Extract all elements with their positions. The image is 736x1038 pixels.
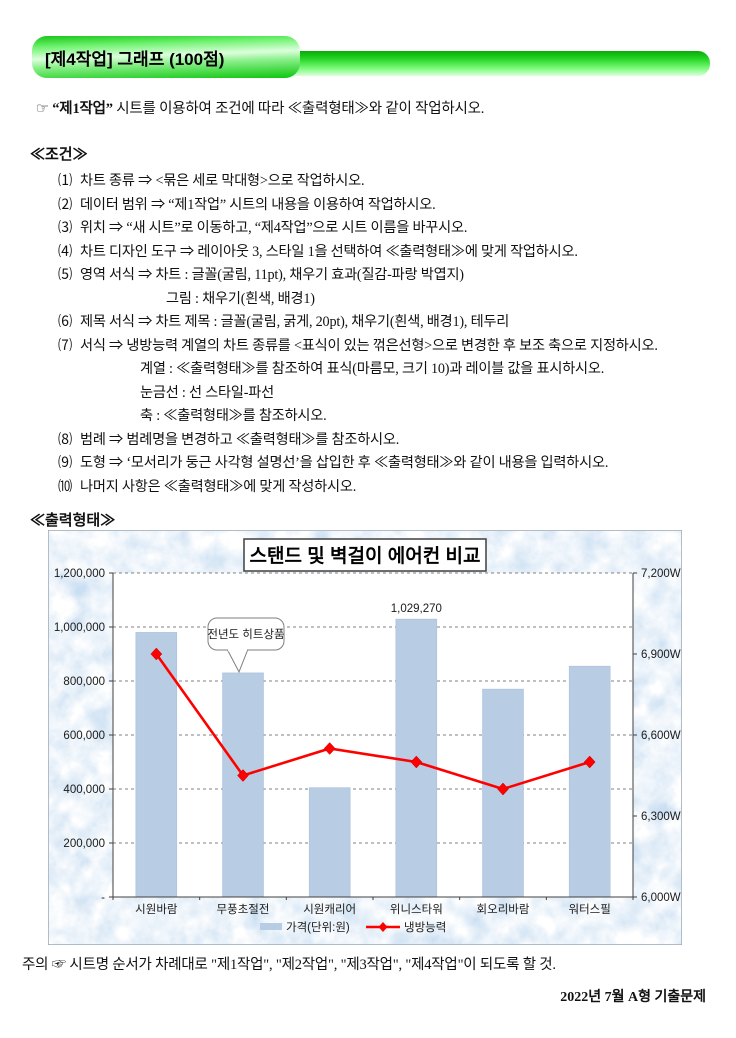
secondary-axis-label: 6,900W [641, 649, 681, 661]
condition-number: ⑴ [58, 173, 72, 189]
primary-axis-label: 1,000,000 [54, 622, 105, 634]
chart-svg: - 200,000 400,000 600,000 800,000 1,000,000 1,… [48, 530, 682, 945]
condition-text: 영역 서식 ⇒ 차트 : 글꼴(굴림, 11pt), 채우기 효과(질감-파랑 … [80, 267, 464, 283]
primary-axis-label: 600,000 [63, 730, 105, 742]
condition-item: ⑶ 위치 ⇒ “새 시트”로 이동하고, “제4작업”으로 시트 이름을 바꾸시오… [30, 217, 722, 241]
condition-text: 서식 ⇒ 냉방능력 계열의 차트 종류를 <표식이 있는 꺾은선형>으로 변경한… [80, 337, 658, 354]
condition-number: ⑷ [58, 243, 72, 260]
bar-2 [308, 787, 351, 898]
condition-number: ⑹ [58, 314, 72, 330]
secondary-axis-label: 6,300W [641, 811, 681, 823]
category-label-3: 위니스타워 [390, 903, 443, 916]
section-title: [제4작업] 그래프 (100점) [45, 49, 225, 69]
conditions-heading: ≪조건≫ [30, 147, 88, 163]
primary-axis-label: 1,200,000 [54, 568, 105, 580]
condition-item: ⑻ 범례 ⇒ 범례명을 변경하고 ≪출력형태≫를 참조하시오. [30, 429, 722, 453]
condition-text: 제목 서식 ⇒ 차트 제목 : 글꼴(굴림, 굵게, 20pt), 채우기(흰색… [80, 314, 510, 330]
condition-item: ⑽ 나머지 사항은 ≪출력형태≫에 맞게 작성하시오. [30, 476, 722, 500]
legend-line-label: 냉방능력 [404, 921, 446, 934]
condition-item: ⑴ 차트 종류 ⇒ <묶은 세로 막대형>으로 작업하시오. [30, 170, 722, 194]
category-label-5: 워터스필 [569, 903, 611, 916]
condition-text: 위치 ⇒ “새 시트”로 이동하고, “제4작업”으로 시트 이름을 바꾸시오. [80, 220, 468, 236]
secondary-axis-label: 7,200W [641, 568, 681, 580]
bar-data-label: 1,029,270 [391, 603, 442, 615]
conditions-list: ⑴ 차트 종류 ⇒ <묶은 세로 막대형>으로 작업하시오. ⑵ 데이터 범위 ⇒ “… [30, 170, 722, 499]
condition-item: 눈금선 : 선 스타일-파선 [30, 382, 722, 406]
condition-text: 눈금선 : 선 스타일-파선 [140, 384, 274, 401]
section-header: [제4작업] 그래프 (100점) [32, 36, 710, 78]
line-marker-2 [323, 742, 336, 755]
callout-text: 전년도 히트상품 [207, 627, 284, 641]
exam-source-label: 2022년 7월 A형 기출문제 [560, 990, 706, 1005]
condition-number: ⑼ [58, 455, 72, 471]
notice-line: 주의 ☞ 시트명 순서가 차례대로 "제1작업", "제2작업", "제3작업"… [22, 957, 556, 973]
condition-number: ⑸ [58, 267, 72, 283]
category-label-1: 무풍초절전 [217, 902, 270, 916]
line-marker-0 [150, 647, 163, 661]
chart: - 200,000 400,000 600,000 800,000 1,000,000 1,… [48, 530, 682, 945]
instruction-text: 시트를 이용하여 조건에 따라 ≪출력형태≫와 같이 작업하시오. [112, 101, 485, 117]
condition-item: ⑺ 서식 ⇒ 냉방능력 계열의 차트 종류를 <표식이 있는 꺾은선형>으로 변경… [30, 335, 722, 359]
line-series [155, 653, 591, 791]
condition-number: ⑽ [58, 478, 72, 495]
pointer-hand-icon: ☞ [36, 101, 49, 117]
legend-bar-swatch [260, 923, 282, 930]
condition-item: 계열 : ≪출력형태≫를 참조하여 표식(마름모, 크기 10)과 레이블 값을… [30, 358, 722, 382]
chart-title-box [243, 538, 487, 572]
section-header-tail-bar [272, 51, 710, 76]
bar-5 [568, 665, 611, 898]
condition-text: 축 : ≪출력형태≫를 참조하시오. [140, 408, 327, 424]
line-marker-3 [410, 755, 423, 769]
primary-axis-label: - [101, 892, 105, 904]
condition-item: ⑸ 영역 서식 ⇒ 차트 : 글꼴(굴림, 11pt), 채우기 효과(질감-파랑… [30, 264, 722, 288]
secondary-axis-label: 6,000W [641, 892, 681, 904]
condition-number: ⑺ [58, 337, 72, 354]
output-form-heading: ≪출력형태≫ [30, 513, 116, 529]
primary-axis-label: 200,000 [63, 838, 105, 850]
condition-text: 그림 : 채우기(흰색, 배경1) [166, 290, 315, 307]
category-label-0: 시원바람 [135, 902, 178, 916]
condition-text: 데이터 범위 ⇒ “제1작업” 시트의 내용을 이용하여 작업하시오. [80, 196, 436, 213]
condition-number: ⑻ [58, 431, 72, 448]
primary-axis-label: 800,000 [63, 676, 105, 688]
category-label-2: 시원캐리어 [303, 902, 356, 916]
category-label-4: 회오리바람 [477, 903, 530, 916]
legend-bar-label: 가격(단위:원) [286, 920, 350, 934]
line-marker-4 [497, 782, 509, 796]
instruction-sheet-name: “제1작업” [52, 101, 113, 117]
condition-item: ⑼ 도형 ⇒ ‘모서리가 둥근 사각형 설명선’을 삽입한 후 ≪출력형태≫와 같… [30, 452, 722, 476]
condition-item: ⑵ 데이터 범위 ⇒ “제1작업” 시트의 내용을 이용하여 작업하시오. [30, 194, 722, 218]
condition-number: ⑶ [58, 220, 72, 236]
secondary-axis-label: 6,600W [641, 730, 681, 742]
condition-text: 도형 ⇒ ‘모서리가 둥근 사각형 설명선’을 삽입한 후 ≪출력형태≫와 같이… [80, 455, 609, 471]
condition-item: 축 : ≪출력형태≫를 참조하시오. [30, 405, 722, 429]
section-header-box: [제4작업] 그래프 (100점) [32, 36, 300, 78]
condition-number: ⑵ [58, 196, 72, 213]
line-marker-1 [237, 769, 249, 782]
line-marker-5 [583, 755, 596, 769]
primary-axis-label: 400,000 [63, 784, 105, 796]
legend-line-marker [378, 922, 388, 932]
bar-0 [135, 632, 178, 898]
condition-text: 차트 디자인 도구 ⇒ 레이아웃 3, 스타일 1을 선택하여 ≪출력형태≫에 … [80, 243, 578, 260]
condition-item: ⑷ 차트 디자인 도구 ⇒ 레이아웃 3, 스타일 1을 선택하여 ≪출력형태≫에… [30, 241, 722, 265]
instruction-line: ☞ “제1작업” 시트를 이용하여 조건에 따라 ≪출력형태≫와 같이 작업하시… [36, 97, 484, 118]
bar-1 [222, 672, 264, 898]
condition-text: 나머지 사항은 ≪출력형태≫에 맞게 작성하시오. [80, 478, 357, 495]
condition-item: ⑹ 제목 서식 ⇒ 차트 제목 : 글꼴(굴림, 굵게, 20pt), 채우기(흰… [30, 311, 722, 335]
condition-text: 차트 종류 ⇒ <묶은 세로 막대형>으로 작업하시오. [80, 173, 365, 189]
chart-title: 스탠드 및 벽걸이 에어컨 비교 [250, 545, 481, 567]
condition-text: 범례 ⇒ 범례명을 변경하고 ≪출력형태≫를 참조하시오. [80, 431, 400, 448]
condition-text: 계열 : ≪출력형태≫를 참조하여 표식(마름모, 크기 10)과 레이블 값을… [140, 361, 605, 377]
condition-item: 그림 : 채우기(흰색, 배경1) [30, 288, 722, 312]
